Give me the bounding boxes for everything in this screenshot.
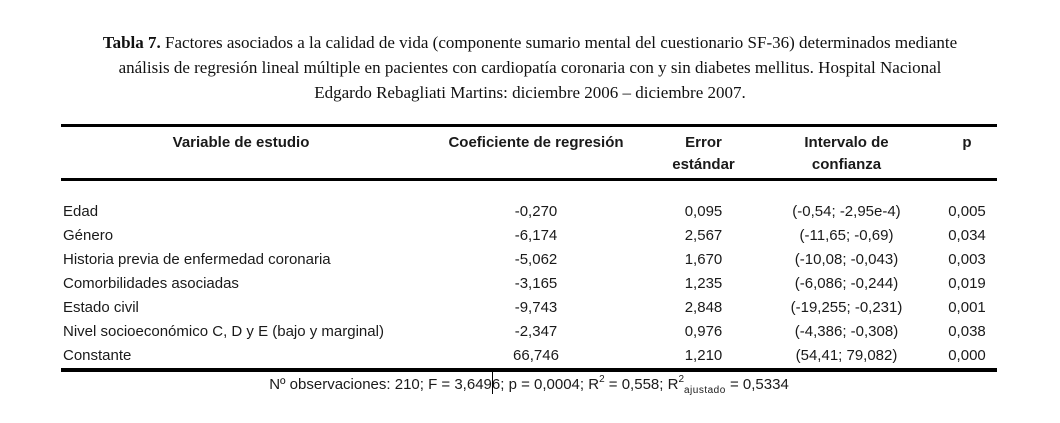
cell-std-error: 1,235 [684,275,723,292]
cell-variable: Historia previa de enfermedad coronaria [63,251,331,268]
table-caption-text: Factores asociados a la calidad de vida … [118,33,958,102]
results-table-container: Variable de estudio Coeficiente de regre… [61,124,997,372]
col-header-confidence-interval-line1: Intervalo de [804,134,889,151]
cell-std-error: 2,567 [684,227,723,244]
footnote-text-3: = 0,558; R [604,376,679,393]
table-row: Edad -0,270 0,095 (-0,54; -2,95e-4) 0,00… [61,180,997,225]
footnote-text-1: Nº observaciones: 210; F = 3,649 [269,376,492,393]
col-header-p-value-label: p [962,134,972,151]
col-header-coefficient-label: Coeficiente de regresión [448,134,624,151]
text-cursor-bar [491,368,493,394]
cell-coefficient: -3,165 [514,275,558,292]
cell-p-value: 0,038 [948,323,986,340]
regression-results-table: Variable de estudio Coeficiente de regre… [61,124,997,372]
cell-coefficient: -2,347 [514,323,558,340]
adjusted-subscript: ajustado [684,385,726,396]
cell-confidence-interval: (-11,65; -0,69) [799,227,894,244]
cell-variable: Constante [63,347,132,364]
table-footnote: Nº observaciones: 210; F = 3,649 6; p = 0… [61,368,997,396]
cell-coefficient: -9,743 [514,299,558,316]
table-body: Edad -0,270 0,095 (-0,54; -2,95e-4) 0,00… [61,180,997,371]
r-squared-superscript: 2 [599,374,605,385]
cell-confidence-interval: (-19,255; -0,231) [790,299,903,316]
cell-variable: Estado civil [63,299,139,316]
cell-std-error: 1,210 [684,347,723,364]
cell-confidence-interval: (-0,54; -2,95e-4) [792,203,901,220]
cell-confidence-interval: (-6,086; -0,244) [794,275,899,292]
table-row: Nivel socioeconómico C, D y E (bajo y ma… [61,320,997,344]
cell-coefficient: -0,270 [514,203,558,220]
table-row: Estado civil -9,743 2,848 (-19,255; -0,2… [61,296,997,320]
col-header-std-error-line2: estándar [672,156,735,173]
cell-p-value: 0,000 [948,347,986,364]
cell-p-value: 0,005 [948,203,986,220]
col-header-variable: Variable de estudio [61,125,421,181]
table-header: Variable de estudio Coeficiente de regre… [61,125,997,181]
cell-coefficient: -6,174 [514,227,558,244]
cell-p-value: 0,034 [948,227,986,244]
table-caption: Tabla 7. Factores asociados a la calidad… [90,30,970,105]
cell-confidence-interval: (-4,386; -0,308) [794,323,899,340]
cell-std-error: 1,670 [684,251,723,268]
cell-p-value: 0,003 [948,251,986,268]
col-header-std-error-line1: Error [685,134,722,151]
cell-confidence-interval: (-10,08; -0,043) [794,251,899,268]
table-row: Constante 66,746 1,210 (54,41; 79,082) 0… [61,344,997,370]
cell-variable: Nivel socioeconómico C, D y E (bajo y ma… [63,323,384,340]
cell-p-value: 0,001 [948,299,986,316]
table-caption-number: Tabla 7. [102,33,161,52]
cell-std-error: 0,976 [684,323,723,340]
footnote-text-2: 6; p = 0,0004; R [491,376,600,393]
col-header-p-value: p [937,125,997,181]
cell-variable: Género [63,227,114,244]
cell-variable: Edad [63,203,99,220]
table-row: Comorbilidades asociadas -3,165 1,235 (-… [61,272,997,296]
col-header-coefficient: Coeficiente de regresión [421,125,651,181]
table-row: Género -6,174 2,567 (-11,65; -0,69) 0,03… [61,224,997,248]
col-header-confidence-interval: Intervalo de confianza [756,125,937,181]
r-squared-adjusted-superscript: 2 [678,374,684,385]
col-header-variable-label: Variable de estudio [172,134,310,151]
cell-std-error: 0,095 [684,203,723,220]
header-row: Variable de estudio Coeficiente de regre… [61,125,997,181]
cell-std-error: 2,848 [684,299,723,316]
col-header-std-error: Error estándar [651,125,756,181]
cell-coefficient: 66,746 [513,347,559,364]
cell-confidence-interval: (54,41; 79,082) [795,347,898,364]
footnote-text-4: = 0,5334 [725,376,789,393]
cell-coefficient: -5,062 [514,251,558,268]
col-header-confidence-interval-line2: confianza [811,156,882,173]
cell-p-value: 0,019 [948,275,986,292]
cell-variable: Comorbilidades asociadas [63,275,239,292]
table-row: Historia previa de enfermedad coronaria … [61,248,997,272]
